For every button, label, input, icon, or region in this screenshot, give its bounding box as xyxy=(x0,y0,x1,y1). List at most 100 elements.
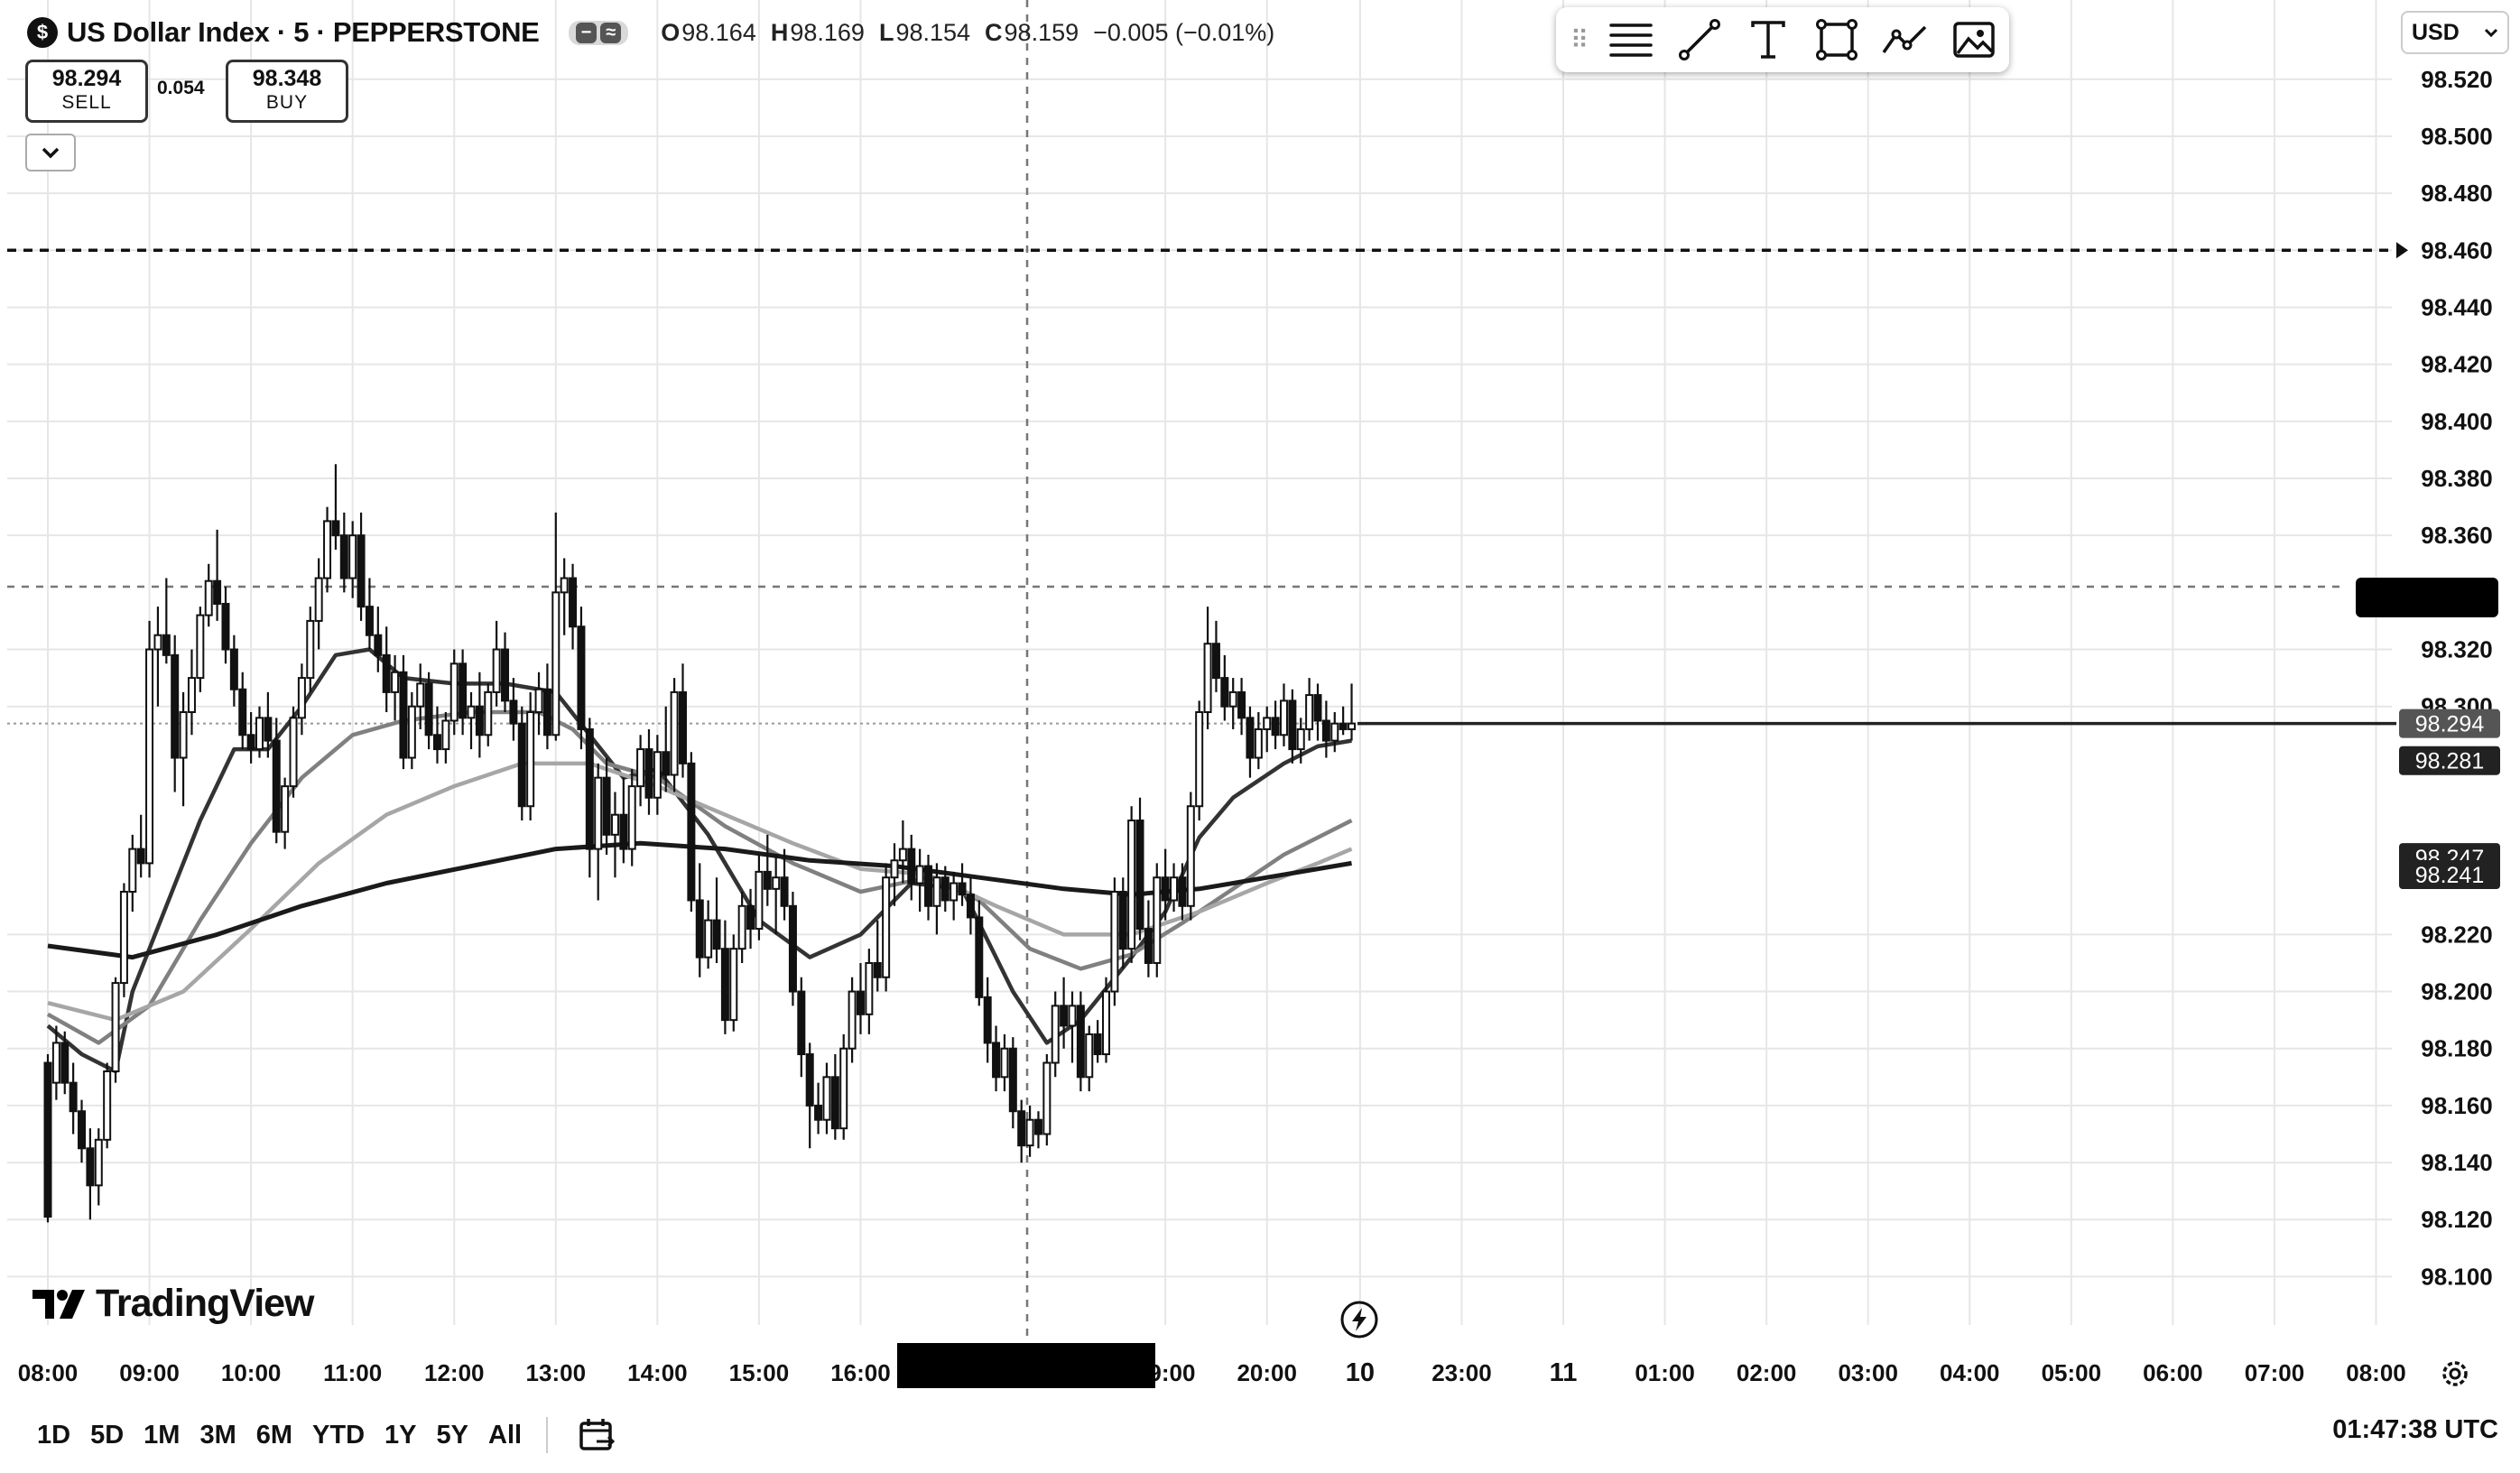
candle[interactable] xyxy=(1237,678,1246,736)
candle[interactable] xyxy=(542,663,551,750)
candle[interactable] xyxy=(788,892,797,1006)
candle[interactable] xyxy=(720,920,729,1034)
candle[interactable] xyxy=(348,521,357,598)
candle[interactable] xyxy=(229,635,238,707)
candle[interactable] xyxy=(619,777,628,864)
lines-icon[interactable] xyxy=(1603,12,1659,68)
tradingview-logo[interactable]: TradingView xyxy=(32,1282,314,1326)
candle[interactable] xyxy=(213,529,222,621)
candle[interactable] xyxy=(509,678,518,741)
candle[interactable] xyxy=(526,691,535,821)
candle[interactable] xyxy=(958,863,967,906)
candle[interactable] xyxy=(679,663,687,778)
interval-5d[interactable]: 5D xyxy=(90,1420,125,1450)
candle[interactable] xyxy=(975,900,984,1006)
candle[interactable] xyxy=(1068,991,1077,1063)
utc-clock[interactable]: 01:47:38 UTC xyxy=(2332,1415,2498,1444)
candle[interactable] xyxy=(1051,991,1060,1078)
drag-handle-icon[interactable]: ⠿ xyxy=(1570,25,1589,54)
candle[interactable] xyxy=(60,1031,69,1095)
candle[interactable] xyxy=(653,735,662,815)
candle[interactable] xyxy=(932,863,941,935)
text-icon[interactable] xyxy=(1740,12,1796,68)
candle[interactable] xyxy=(162,578,171,664)
candle[interactable] xyxy=(43,1054,52,1223)
candle[interactable] xyxy=(712,877,721,963)
candle[interactable] xyxy=(171,635,180,792)
candle[interactable] xyxy=(399,654,408,770)
candle[interactable] xyxy=(323,506,332,593)
candle[interactable] xyxy=(780,848,789,921)
candle[interactable] xyxy=(585,718,594,878)
candle[interactable] xyxy=(1093,1020,1102,1063)
candle[interactable] xyxy=(636,735,645,807)
price-axis[interactable]: 98.520 98.500 98.480 98.460 98.440 98.420 98.4… xyxy=(2399,66,2500,1291)
candle[interactable] xyxy=(187,649,196,736)
candle[interactable] xyxy=(1017,1099,1026,1163)
candle[interactable] xyxy=(602,757,611,855)
interval-all[interactable]: All xyxy=(488,1420,523,1450)
rectangle-icon[interactable] xyxy=(1809,12,1865,68)
candle[interactable] xyxy=(856,962,865,1034)
candle[interactable] xyxy=(221,587,230,664)
candle[interactable] xyxy=(1203,607,1212,729)
candle[interactable] xyxy=(577,607,586,750)
lightning-icon[interactable] xyxy=(1339,1300,1379,1339)
candle[interactable] xyxy=(467,691,476,750)
candle[interactable] xyxy=(391,654,400,721)
candle[interactable] xyxy=(805,1042,814,1149)
candle[interactable] xyxy=(830,1054,839,1140)
candle[interactable] xyxy=(915,848,924,913)
candle[interactable] xyxy=(1288,689,1297,764)
candle[interactable] xyxy=(314,558,323,650)
interval-6m[interactable]: 6M xyxy=(255,1420,293,1450)
candle[interactable] xyxy=(1118,877,1127,969)
candle[interactable] xyxy=(814,1082,823,1135)
candle[interactable] xyxy=(1144,900,1153,977)
go-to-date-button[interactable] xyxy=(575,1413,618,1457)
sell-button[interactable]: 98.294 SELL xyxy=(25,60,148,123)
candle[interactable] xyxy=(1348,683,1357,741)
candle[interactable] xyxy=(424,672,433,750)
buy-button[interactable]: 98.348 BUY xyxy=(226,60,348,123)
candle[interactable] xyxy=(1178,863,1187,921)
candle[interactable] xyxy=(839,1033,848,1140)
candle[interactable] xyxy=(1254,712,1263,770)
candle[interactable] xyxy=(136,814,145,878)
candle[interactable] xyxy=(1220,654,1229,721)
alert-marker-icon[interactable] xyxy=(2396,242,2408,259)
candle[interactable] xyxy=(289,706,298,798)
candle[interactable] xyxy=(331,464,340,550)
candle[interactable] xyxy=(86,1128,95,1220)
candle[interactable] xyxy=(1000,1033,1009,1092)
candle[interactable] xyxy=(704,900,713,969)
currency-select[interactable]: USD xyxy=(2401,11,2509,54)
candle[interactable] xyxy=(449,649,459,736)
candle[interactable] xyxy=(306,607,315,692)
candle[interactable] xyxy=(484,683,493,746)
candle[interactable] xyxy=(111,977,120,1083)
candle[interactable] xyxy=(153,607,162,707)
candle[interactable] xyxy=(950,871,959,921)
candle[interactable] xyxy=(1271,700,1280,750)
image-icon[interactable] xyxy=(1946,12,2002,68)
candle[interactable] xyxy=(103,1062,112,1149)
candle[interactable] xyxy=(1110,877,1119,1006)
candle[interactable] xyxy=(1025,1105,1034,1157)
candle[interactable] xyxy=(128,834,137,913)
candle[interactable] xyxy=(238,672,247,750)
candle[interactable] xyxy=(1263,706,1272,753)
candle[interactable] xyxy=(1330,712,1339,753)
candle[interactable] xyxy=(475,672,484,758)
interval-5y[interactable]: 5Y xyxy=(436,1420,469,1450)
candle[interactable] xyxy=(1195,700,1204,821)
candle[interactable] xyxy=(1127,806,1136,963)
candle[interactable] xyxy=(1228,678,1237,729)
candle[interactable] xyxy=(644,728,653,815)
candle[interactable] xyxy=(1170,863,1179,913)
candle[interactable] xyxy=(264,691,273,758)
candle[interactable] xyxy=(610,792,619,878)
candle[interactable] xyxy=(255,706,264,758)
candle[interactable] xyxy=(772,854,781,935)
interval-1d[interactable]: 1D xyxy=(37,1420,71,1450)
